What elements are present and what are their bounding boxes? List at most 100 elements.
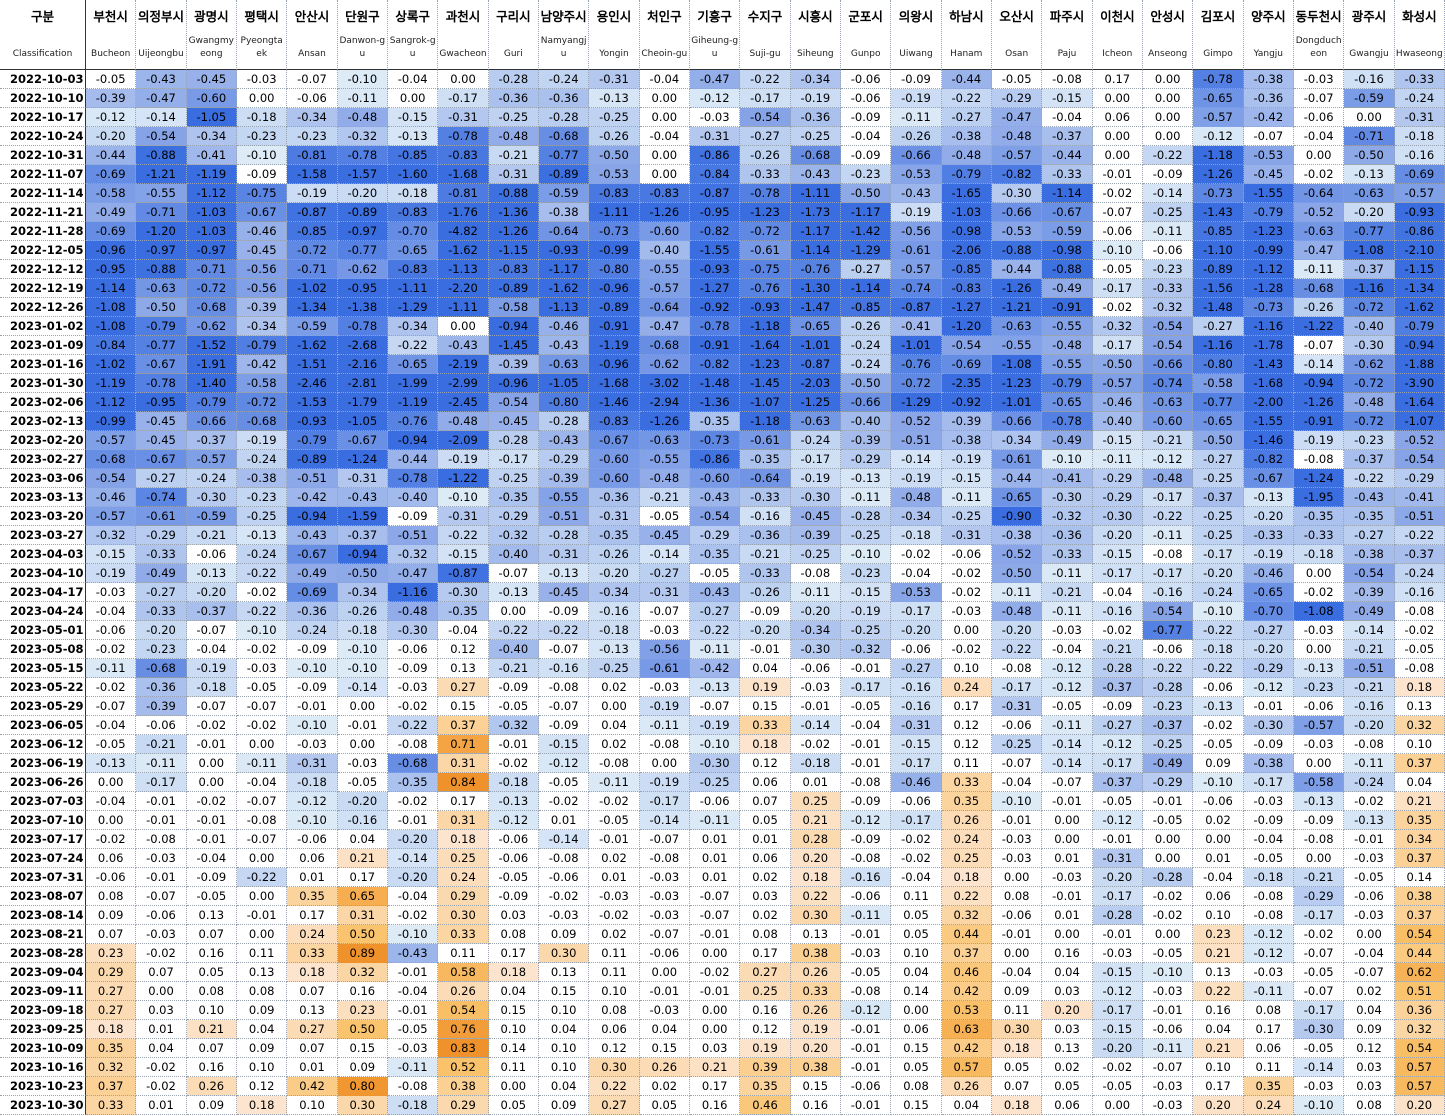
value-cell: -0.07 [1243, 127, 1294, 146]
value-cell: 0.00 [1142, 849, 1194, 868]
value-cell: -0.25 [689, 773, 741, 792]
value-cell: 0.34 [1394, 830, 1445, 849]
value-cell: -0.07 [86, 697, 137, 716]
value-cell: -0.65 [1042, 393, 1093, 412]
value-cell: -0.06 [639, 944, 690, 963]
value-cell: -1.62 [1394, 298, 1445, 317]
value-cell: -0.91 [589, 317, 640, 336]
column-name-ko: 김포시 [1200, 9, 1236, 24]
value-cell: -0.29 [538, 450, 590, 469]
value-cell: 0.42 [941, 982, 992, 1001]
value-cell: -0.32 [488, 716, 539, 735]
value-cell: 0.63 [941, 1020, 992, 1039]
date-cell: 2023-02-13 [0, 412, 86, 431]
value-cell: -0.05 [538, 773, 590, 792]
value-cell: -0.06 [136, 716, 187, 735]
value-cell: -0.75 [236, 184, 288, 203]
value-cell: -0.30 [438, 583, 489, 602]
value-cell: 0.26 [941, 811, 992, 830]
value-cell: -0.70 [387, 222, 439, 241]
value-cell: -0.04 [86, 716, 137, 735]
value-cell: 0.01 [1193, 849, 1244, 868]
value-cell: -0.17 [1293, 906, 1345, 925]
value-cell: -0.01 [840, 1058, 892, 1077]
value-cell: -0.06 [840, 89, 892, 108]
value-cell: -0.12 [1092, 811, 1143, 830]
value-cell: -2.81 [337, 374, 388, 393]
value-cell: -0.36 [790, 108, 841, 127]
value-cell: 0.00 [438, 317, 489, 336]
date-cell: 2023-07-10 [0, 811, 86, 830]
value-cell: -0.16 [337, 811, 388, 830]
value-cell: -1.17 [538, 260, 590, 279]
value-cell: -0.20 [891, 621, 942, 640]
value-cell: -0.94 [488, 317, 539, 336]
value-cell: 0.02 [1344, 982, 1395, 1001]
value-cell: -0.32 [1092, 317, 1143, 336]
value-cell: -0.37 [1344, 450, 1395, 469]
value-cell: -0.02 [1344, 792, 1395, 811]
value-cell: -0.74 [891, 279, 942, 298]
column-header: 군포시 Gunpo [840, 0, 892, 70]
value-cell: -1.05 [186, 108, 237, 127]
value-cell: 0.00 [236, 89, 288, 108]
value-cell: 0.00 [1142, 108, 1194, 127]
value-cell: -0.88 [488, 184, 539, 203]
value-cell: 0.00 [438, 70, 489, 89]
value-cell: -0.58 [1193, 374, 1244, 393]
value-cell: 0.09 [186, 1096, 237, 1115]
value-cell: -0.55 [136, 184, 187, 203]
value-cell: -1.45 [740, 374, 791, 393]
value-cell: -0.12 [1092, 982, 1143, 1001]
value-cell: -0.11 [1042, 716, 1093, 735]
value-cell: 0.01 [689, 849, 741, 868]
value-cell: -0.21 [1293, 868, 1345, 887]
value-cell: -0.07 [1344, 963, 1395, 982]
value-cell: -0.45 [488, 412, 539, 431]
value-cell: 0.11 [488, 1058, 539, 1077]
value-cell: 0.03 [689, 1039, 741, 1058]
value-cell: -0.17 [1243, 773, 1294, 792]
value-cell: -1.99 [387, 374, 439, 393]
value-cell: -0.37 [1193, 488, 1244, 507]
value-cell: -0.05 [689, 564, 741, 583]
value-cell: -0.59 [287, 317, 338, 336]
value-cell: -0.80 [538, 393, 590, 412]
value-cell: -0.30 [1092, 507, 1143, 526]
value-cell: -0.03 [86, 583, 137, 602]
value-cell: 0.08 [86, 887, 137, 906]
value-cell: -1.03 [186, 203, 237, 222]
column-header: 하남시 Hanam [941, 0, 992, 70]
value-cell: -0.30 [387, 621, 439, 640]
value-cell: -1.16 [1243, 317, 1294, 336]
value-cell: 0.03 [1344, 1058, 1395, 1077]
value-cell: 0.16 [1193, 1001, 1244, 1020]
column-name-en: Namyangju [540, 36, 587, 59]
value-cell: 0.07 [287, 982, 338, 1001]
value-cell: -0.23 [1142, 260, 1194, 279]
value-cell: -0.03 [1042, 621, 1093, 640]
value-cell: -0.25 [790, 127, 841, 146]
date-cell: 2022-10-17 [0, 108, 86, 127]
value-cell: -0.02 [1394, 621, 1445, 640]
value-cell: -0.68 [387, 754, 439, 773]
value-cell: -0.16 [1394, 583, 1445, 602]
value-cell: -0.11 [941, 488, 992, 507]
value-cell: -0.24 [840, 336, 892, 355]
value-cell: -0.96 [589, 279, 640, 298]
value-cell: -0.77 [1193, 393, 1244, 412]
value-cell: -0.48 [1042, 336, 1093, 355]
value-cell: -0.25 [790, 545, 841, 564]
value-cell: -0.10 [337, 640, 388, 659]
value-cell: -0.48 [639, 469, 690, 488]
value-cell: 0.17 [740, 944, 791, 963]
value-cell: -0.19 [639, 773, 690, 792]
value-cell: -0.18 [236, 108, 288, 127]
value-cell: -0.12 [840, 811, 892, 830]
value-cell: -0.58 [488, 298, 539, 317]
value-cell: -1.02 [86, 355, 137, 374]
value-cell: -0.14 [891, 450, 942, 469]
value-cell: -0.06 [790, 659, 841, 678]
value-cell: -1.91 [186, 355, 237, 374]
value-cell: -0.28 [1092, 906, 1143, 925]
